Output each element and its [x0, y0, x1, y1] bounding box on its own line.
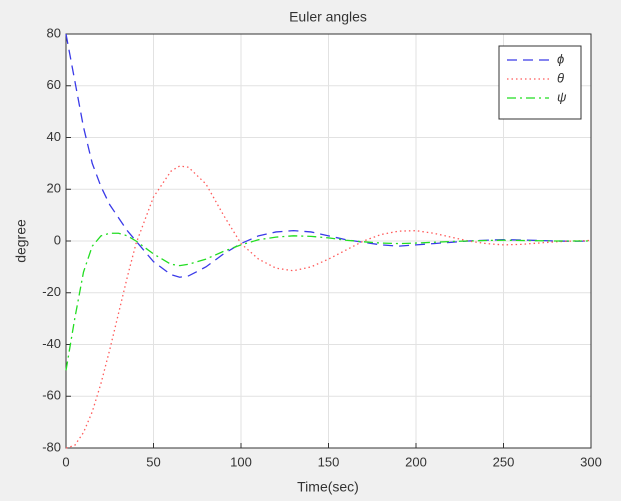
legend-label: ϕ: [557, 51, 564, 66]
y-tick-label: 80: [47, 25, 61, 40]
x-tick-label: 300: [580, 454, 602, 469]
x-tick-label: 150: [318, 454, 340, 469]
chart-title: Euler angles: [289, 9, 367, 25]
x-tick-label: 100: [230, 454, 252, 469]
x-axis-label: Time(sec): [297, 479, 359, 495]
y-tick-label: -80: [42, 439, 61, 454]
series-line: [65, 232, 591, 371]
x-tick-label: 50: [146, 454, 160, 469]
y-tick-label: 0: [54, 232, 61, 247]
legend-label: θ: [557, 70, 564, 85]
y-tick-label: 20: [47, 181, 61, 196]
legend-label: ψ: [557, 89, 567, 104]
x-tick-label: 250: [493, 454, 515, 469]
legend-box: [498, 45, 582, 120]
y-axis-label: degree: [13, 219, 29, 263]
y-tick-label: 60: [47, 77, 61, 92]
series-line: [65, 165, 592, 449]
y-tick-label: -20: [42, 284, 61, 299]
y-tick-label: 40: [47, 129, 61, 144]
x-tick-label: 200: [405, 454, 427, 469]
y-tick-label: -40: [42, 336, 61, 351]
x-tick-label: 0: [62, 454, 69, 469]
y-tick-label: -60: [42, 388, 61, 403]
